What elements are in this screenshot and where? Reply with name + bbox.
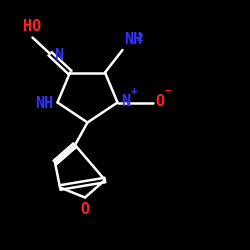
Text: 2: 2	[137, 33, 143, 43]
Text: NH: NH	[124, 32, 142, 48]
Text: HO: HO	[24, 19, 42, 34]
Text: NH: NH	[36, 96, 54, 111]
Text: −: −	[164, 86, 171, 96]
Text: O: O	[155, 94, 164, 109]
Text: N: N	[54, 48, 63, 62]
Text: O: O	[80, 202, 90, 218]
Text: +: +	[130, 86, 137, 96]
Text: N: N	[121, 94, 130, 109]
